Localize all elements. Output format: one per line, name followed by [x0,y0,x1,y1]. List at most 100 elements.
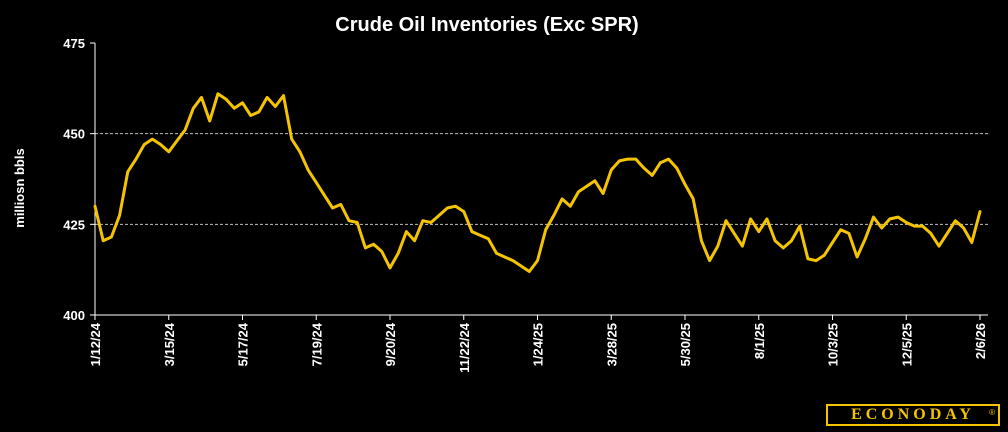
data-point [733,232,735,235]
data-point [676,167,678,169]
data-point [684,183,686,186]
data-point [192,107,195,110]
data-point [143,143,145,146]
data-point [569,205,572,207]
data-point [766,218,768,220]
data-point [266,96,268,99]
data-point [94,205,96,207]
data-point [725,219,727,222]
data-point [249,114,252,117]
x-tick-label: 9/20/24 [383,322,398,366]
y-axis-label: milliosn bbls [12,148,27,227]
data-point [151,138,154,140]
x-tick-label: 7/19/24 [309,322,324,366]
data-point [594,180,596,182]
x-tick-label: 5/17/24 [236,322,251,366]
data-point [815,259,817,262]
data-point [471,230,473,233]
data-point [364,247,367,249]
data-point [225,98,227,100]
data-point [356,221,359,224]
data-point [848,232,850,235]
data-point [651,174,653,177]
gridlines [95,133,988,225]
data-point [880,227,883,229]
data-point [643,167,645,169]
data-point [110,236,113,238]
series-layer [93,92,982,273]
data-point [315,181,318,184]
data-point [708,259,711,262]
x-tick-label: 8/1/25 [752,323,767,359]
data-point [331,207,334,209]
data-point [610,169,613,171]
data-point [430,221,432,224]
registered-mark: ® [989,408,995,417]
data-point [233,107,236,110]
data-point [790,239,793,242]
data-point [323,194,326,197]
data-point [897,216,899,218]
data-point [938,245,940,247]
data-point [905,221,908,224]
data-point [241,102,244,104]
data-point [823,254,826,256]
data-point [553,214,555,217]
chart-title: Crude Oil Inventories (Exc SPR) [335,14,638,36]
x-tick-label: 2/6/26 [973,323,988,359]
data-point [692,198,694,200]
data-point [446,207,449,209]
data-point [749,218,752,220]
data-point [635,158,637,160]
data-point [717,245,719,247]
data-point [831,241,834,244]
data-point [487,238,490,240]
data-point [741,245,744,247]
data-point [454,205,457,207]
data-point [913,225,916,227]
series-line-inventories [93,92,982,273]
data-point [184,129,186,131]
data-point [413,239,416,242]
data-point [971,241,973,244]
axes [94,43,988,316]
y-tick-label-400: 400 [63,308,85,323]
data-point [274,105,277,108]
data-point [512,259,514,262]
data-point [397,252,400,255]
data-point [667,158,670,160]
data-point [872,216,875,218]
data-point [954,219,957,222]
x-tick-label: 11/22/24 [457,322,472,373]
data-point [159,143,162,146]
data-point [217,93,219,95]
data-point [258,111,260,113]
data-point [889,218,891,220]
data-point [438,214,441,217]
data-point [495,252,498,255]
data-point [856,256,858,258]
data-point [585,185,588,188]
y-tick-labels: 400 425 450 475 [63,36,95,323]
econoday-logo: ECONODAY ® [826,404,1000,426]
y-tick-label-450: 450 [63,127,85,142]
data-point [290,138,293,140]
data-point [135,158,137,160]
data-point [577,190,580,193]
data-point [405,230,408,233]
data-point [602,192,604,195]
x-tick-label: 10/3/25 [826,323,841,366]
data-point [807,258,809,260]
data-point [389,267,391,269]
data-point [930,232,932,235]
data-point [372,243,375,246]
x-tick-label: 1/12/24 [88,322,103,366]
data-point [381,250,383,253]
data-point [782,247,785,249]
x-tick-label: 3/28/25 [604,323,619,366]
x-tick-label: 1/24/25 [531,323,546,366]
x-tick-labels: 1/12/24 3/15/24 5/17/24 7/19/24 9/20/24 11/22… [88,315,988,373]
data-point [299,151,301,153]
data-point [348,219,350,222]
